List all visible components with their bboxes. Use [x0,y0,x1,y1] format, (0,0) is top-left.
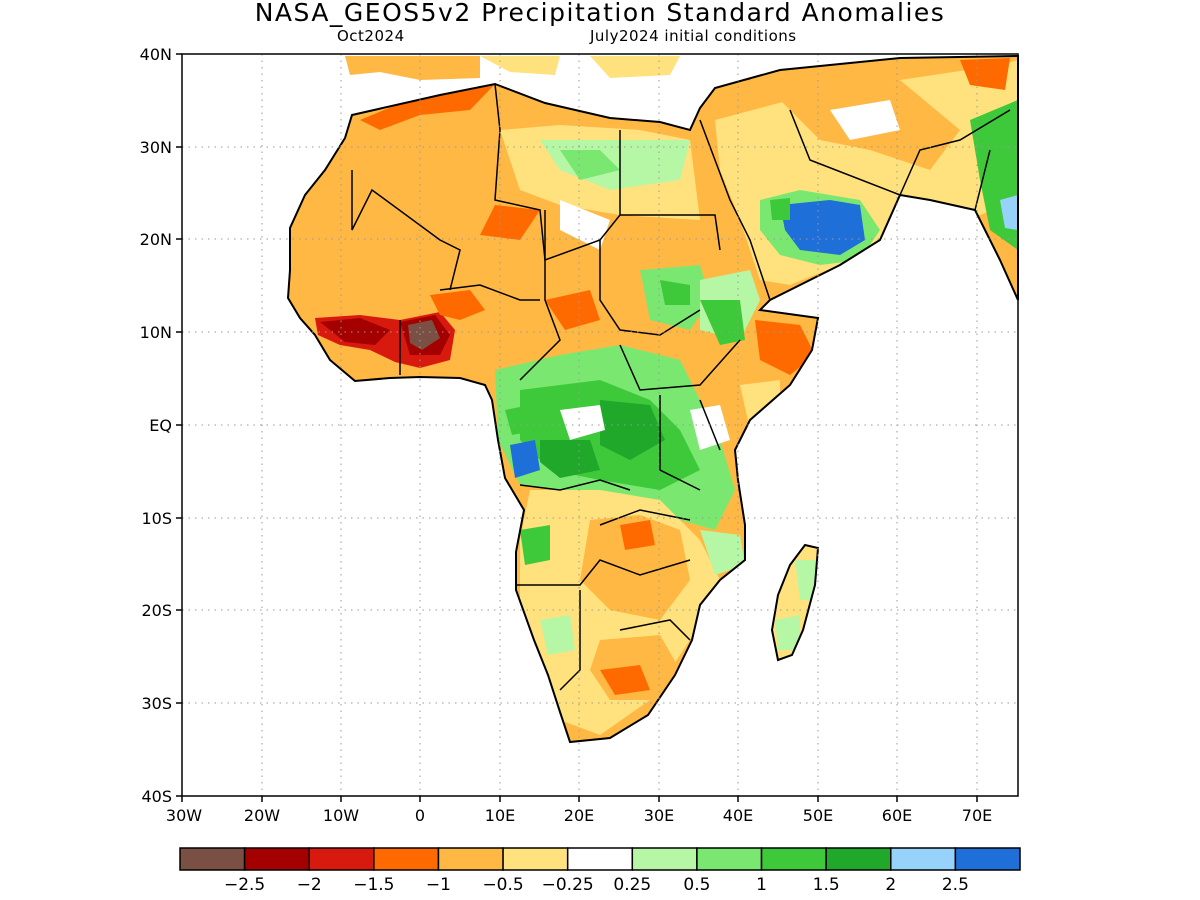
lon-label: 10E [485,806,515,825]
lat-label: 30N [140,138,172,157]
lat-label: 20N [140,230,172,249]
colorbar-swatch [373,847,440,871]
colorbar-swatch [566,847,634,871]
initial-conditions-label: July2024 initial conditions [590,27,797,45]
graticule [182,54,1018,796]
lat-label: 20S [141,601,172,620]
colorbar-swatch [437,847,504,871]
lon-label: 20E [564,806,594,825]
lat-labels: 40N 30N 20N 10N EQ 10S 20S 30S 40S [140,45,172,806]
colorbar-label: −1 [426,875,451,895]
lat-label: 40N [140,45,172,64]
colorbar-swatch [502,847,569,871]
lat-label: 10S [141,509,172,528]
lon-label: 50E [803,806,833,825]
lat-label: EQ [149,416,172,435]
colorbar-swatch [760,847,827,871]
colorbar-swatch [696,847,763,871]
lon-label: 20W [244,806,280,825]
lon-label: 10W [323,806,359,825]
colorbar-swatch [954,847,1021,871]
colorbar-label: 0.25 [613,875,651,895]
colorbar-label: 1 [756,875,767,895]
lon-label: 60E [882,806,912,825]
colorbar-swatch [890,847,957,871]
lon-label: 30E [644,806,674,825]
lon-labels: 30W 20W 10W 0 10E 20E 30E 40E 50E 60E 70… [166,806,992,825]
lon-label: 30W [166,806,202,825]
lat-label: 10N [140,323,172,342]
colorbar-label: −2.5 [224,875,265,895]
colorbar-swatch [631,847,698,871]
colorbar-label: −1.5 [353,875,394,895]
colorbar-label: 2 [885,875,896,895]
colorbar-label: 2.5 [942,875,969,895]
lat-label: 30S [141,694,172,713]
colorbar-label: 0.5 [683,875,710,895]
colorbar-swatch [825,847,892,871]
colorbar-label: −0.5 [482,875,523,895]
lon-label: 70E [962,806,992,825]
colorbar-label: 1.5 [813,875,840,895]
map-title: NASA_GEOS5v2 Precipitation Standard Anom… [254,0,946,27]
country-borders [351,83,1011,691]
colorbar-labels: −2.5 −2 −1.5 −1 −0.5 −0.25 0.25 0.5 1 1.5 2 2.5 [224,875,969,895]
lat-label: 40S [141,787,172,806]
colorbar-swatch [243,847,310,871]
valid-month: Oct2024 [337,27,405,45]
colorbar-swatch [179,847,246,871]
lon-label: 40E [723,806,753,825]
colorbar-label: −0.25 [542,875,594,895]
axis-ticks [176,53,978,802]
colorbar [179,847,1021,871]
colorbar-swatch [308,847,375,871]
lon-label: 0 [415,806,425,825]
colorbar-label: −2 [297,875,322,895]
